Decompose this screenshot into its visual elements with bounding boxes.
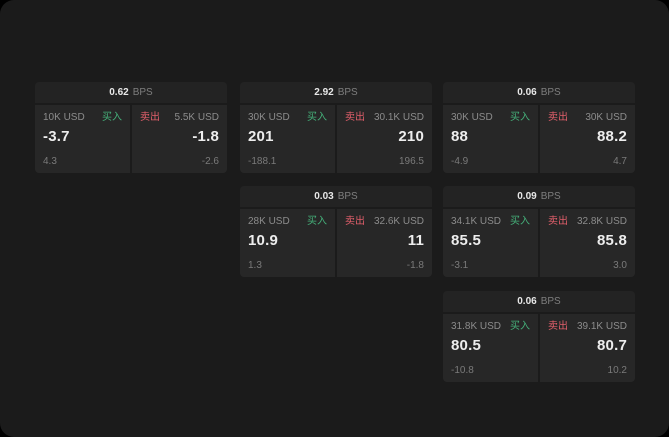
- sell-amount: 5.5K USD: [174, 112, 219, 123]
- spread-value: 0.09: [517, 191, 537, 202]
- buy-delta: 4.3: [43, 156, 57, 167]
- sell-button[interactable]: 卖出: [345, 216, 365, 227]
- buy-amount: 30K USD: [248, 112, 290, 123]
- sell-delta: -1.8: [406, 260, 424, 271]
- spread-header: 0.09 BPS: [443, 186, 635, 207]
- buy-button[interactable]: 买入: [510, 112, 530, 123]
- sell-amount: 30K USD: [585, 112, 627, 123]
- sell-price: 210: [398, 128, 424, 145]
- buy-delta: -10.8: [451, 365, 474, 376]
- sell-button[interactable]: 卖出: [345, 112, 365, 123]
- spread-header: 0.06 BPS: [443, 291, 635, 312]
- spread-unit: BPS: [337, 87, 358, 98]
- buy-button[interactable]: 买入: [510, 321, 530, 332]
- buy-price: 88: [451, 128, 469, 145]
- buy-price: 10.9: [248, 232, 278, 249]
- sell-delta: 196.5: [398, 156, 424, 167]
- buy-button[interactable]: 买入: [510, 216, 530, 227]
- sell-amount: 32.8K USD: [576, 216, 627, 227]
- sell-price: 11: [407, 232, 424, 249]
- spread-header: 2.92 BPS: [240, 82, 432, 103]
- buy-panel[interactable]: 31.8K USD 买入 80.5 -10.8: [443, 314, 538, 382]
- buy-amount: 10K USD: [43, 112, 85, 123]
- sell-price: 80.7: [597, 337, 627, 354]
- spread-value: 0.06: [517, 87, 537, 98]
- buy-price: 201: [248, 128, 274, 145]
- buy-panel[interactable]: 28K USD 买入 10.9 1.3: [240, 209, 335, 277]
- sell-amount: 32.6K USD: [373, 216, 424, 227]
- buy-delta: 1.3: [248, 260, 262, 271]
- buy-panel[interactable]: 10K USD 买入 -3.7 4.3: [35, 105, 130, 173]
- spread-unit: BPS: [540, 296, 561, 307]
- buy-delta: -4.9: [451, 156, 469, 167]
- buy-price: 85.5: [451, 232, 481, 249]
- buy-panel[interactable]: 34.1K USD 买入 85.5 -3.1: [443, 209, 538, 277]
- sell-delta: -2.6: [201, 156, 219, 167]
- sell-amount: 30.1K USD: [373, 112, 424, 123]
- quote-card: 0.06 BPS 31.8K USD 买入 80.5 -10.8 卖出 39.1…: [443, 291, 635, 382]
- spread-unit: BPS: [337, 191, 358, 202]
- buy-price: -3.7: [43, 128, 70, 145]
- sell-price: 85.8: [597, 232, 627, 249]
- buy-amount: 31.8K USD: [451, 321, 502, 332]
- buy-amount: 28K USD: [248, 216, 290, 227]
- sell-delta: 10.2: [607, 365, 627, 376]
- sell-panel[interactable]: 卖出 30K USD 88.2 4.7: [540, 105, 635, 173]
- sell-price: -1.8: [192, 128, 219, 145]
- buy-delta: -3.1: [451, 260, 469, 271]
- sell-panel[interactable]: 卖出 39.1K USD 80.7 10.2: [540, 314, 635, 382]
- buy-button[interactable]: 买入: [102, 112, 122, 123]
- sell-button[interactable]: 卖出: [548, 321, 568, 332]
- sell-panel[interactable]: 卖出 32.6K USD 11 -1.8: [337, 209, 432, 277]
- spread-unit: BPS: [540, 87, 561, 98]
- sell-panel[interactable]: 卖出 5.5K USD -1.8 -2.6: [132, 105, 227, 173]
- sell-amount: 39.1K USD: [576, 321, 627, 332]
- buy-button[interactable]: 买入: [307, 112, 327, 123]
- sell-panel[interactable]: 卖出 30.1K USD 210 196.5: [337, 105, 432, 173]
- spread-header: 0.62 BPS: [35, 82, 227, 103]
- buy-price: 80.5: [451, 337, 481, 354]
- buy-amount: 34.1K USD: [451, 216, 502, 227]
- spread-value: 0.03: [314, 191, 334, 202]
- sell-panel[interactable]: 卖出 32.8K USD 85.8 3.0: [540, 209, 635, 277]
- spread-unit: BPS: [540, 191, 561, 202]
- sell-price: 88.2: [597, 128, 627, 145]
- quote-card: 0.03 BPS 28K USD 买入 10.9 1.3 卖出 32.6K US…: [240, 186, 432, 277]
- sell-button[interactable]: 卖出: [548, 112, 568, 123]
- buy-button[interactable]: 买入: [307, 216, 327, 227]
- sell-delta: 3.0: [613, 260, 627, 271]
- buy-panel[interactable]: 30K USD 买入 88 -4.9: [443, 105, 538, 173]
- sell-button[interactable]: 卖出: [548, 216, 568, 227]
- quote-card: 0.62 BPS 10K USD 买入 -3.7 4.3 卖出 5.5K USD: [35, 82, 227, 173]
- quote-card: 2.92 BPS 30K USD 买入 201 -188.1 卖出 30.1K …: [240, 82, 432, 173]
- spread-value: 0.62: [109, 87, 129, 98]
- spread-value: 0.06: [517, 296, 537, 307]
- buy-delta: -188.1: [248, 156, 277, 167]
- spread-header: 0.03 BPS: [240, 186, 432, 207]
- spread-value: 2.92: [314, 87, 334, 98]
- buy-amount: 30K USD: [451, 112, 493, 123]
- spread-unit: BPS: [132, 87, 153, 98]
- quote-card: 0.06 BPS 30K USD 买入 88 -4.9 卖出 30K USD: [443, 82, 635, 173]
- sell-button[interactable]: 卖出: [140, 112, 160, 123]
- sell-delta: 4.7: [613, 156, 627, 167]
- buy-panel[interactable]: 30K USD 买入 201 -188.1: [240, 105, 335, 173]
- quote-card: 0.09 BPS 34.1K USD 买入 85.5 -3.1 卖出 32.8K…: [443, 186, 635, 277]
- spread-header: 0.06 BPS: [443, 82, 635, 103]
